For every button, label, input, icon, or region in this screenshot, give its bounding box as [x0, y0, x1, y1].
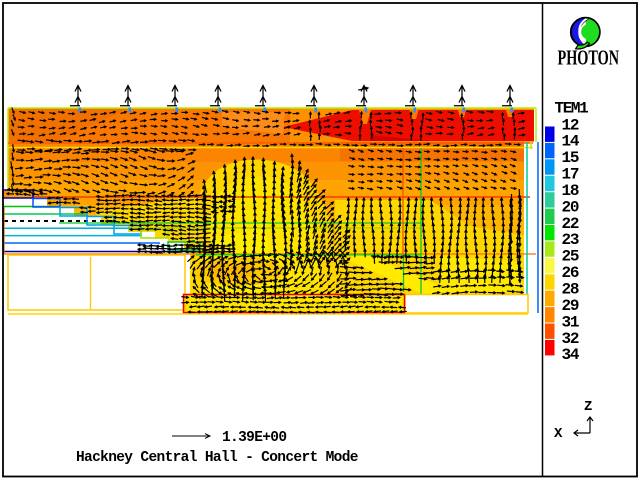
- svg-text:15: 15: [562, 149, 579, 167]
- svg-text:14: 14: [562, 133, 580, 151]
- svg-text:18: 18: [562, 182, 579, 200]
- svg-text:1.39E+00: 1.39E+00: [222, 430, 286, 446]
- svg-text:20: 20: [562, 198, 579, 216]
- svg-text:TEM1: TEM1: [555, 100, 589, 118]
- svg-text:32: 32: [562, 330, 579, 348]
- svg-text:28: 28: [562, 281, 579, 299]
- svg-text:26: 26: [562, 264, 579, 282]
- svg-text:29: 29: [562, 297, 579, 315]
- svg-text:23: 23: [562, 231, 579, 249]
- svg-text:PHOTON: PHOTON: [558, 46, 620, 69]
- svg-text:Z: Z: [584, 399, 592, 415]
- svg-text:25: 25: [562, 248, 579, 266]
- svg-text:31: 31: [562, 313, 579, 331]
- svg-text:12: 12: [562, 116, 579, 134]
- svg-text:X: X: [554, 426, 563, 442]
- svg-text:22: 22: [562, 215, 579, 233]
- svg-text:34: 34: [562, 346, 580, 364]
- svg-text:17: 17: [562, 166, 579, 184]
- svg-text:Hackney Central Hall - Concert: Hackney Central Hall - Concert Mode: [76, 450, 358, 466]
